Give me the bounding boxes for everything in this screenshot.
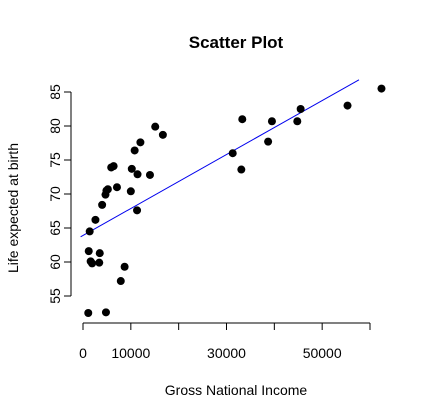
data-point <box>120 262 129 271</box>
data-point <box>237 165 246 174</box>
data-point <box>296 105 305 113</box>
data-point <box>238 115 247 124</box>
data-point <box>377 84 386 93</box>
y-tick-label: 55 <box>47 288 63 304</box>
data-point <box>293 117 302 126</box>
data-point <box>126 187 135 196</box>
y-axis: 55 60 65 70 75 80 85 <box>47 84 72 304</box>
y-tick-label: 85 <box>47 84 63 100</box>
trendline-group <box>80 79 360 238</box>
x-axis-label: Gross National Income <box>165 382 308 398</box>
x-tick-label: 50000 <box>303 345 342 361</box>
data-point <box>116 277 125 286</box>
y-tick-label: 60 <box>47 254 63 270</box>
trendline <box>80 79 360 238</box>
data-point <box>95 249 104 258</box>
data-point <box>84 247 93 256</box>
chart-title: Scatter Plot <box>189 33 284 52</box>
y-tick-label: 70 <box>47 186 63 202</box>
data-point <box>228 149 237 158</box>
data-point <box>98 200 107 209</box>
data-point <box>151 122 160 131</box>
x-tick-label: 10000 <box>111 345 150 361</box>
data-point <box>343 101 352 110</box>
data-point <box>91 215 100 224</box>
data-point <box>127 164 136 173</box>
data-point <box>88 259 97 268</box>
data-point <box>267 117 276 126</box>
data-point <box>136 138 145 147</box>
data-point <box>264 137 273 146</box>
data-point <box>130 146 139 155</box>
data-point <box>112 183 121 192</box>
data-point <box>85 227 94 236</box>
y-tick-label: 75 <box>47 152 63 168</box>
y-axis-label: Life expected at birth <box>5 143 21 273</box>
x-tick-label: 0 <box>79 345 87 361</box>
y-tick-label: 65 <box>47 220 63 236</box>
x-tick-label: 30000 <box>207 345 246 361</box>
data-point <box>95 258 104 267</box>
data-point <box>133 170 142 179</box>
points-group <box>84 84 386 317</box>
y-tick-label: 80 <box>47 118 63 134</box>
data-point <box>158 130 167 139</box>
data-point <box>109 162 118 171</box>
x-axis: 0 10000 30000 50000 <box>79 322 371 361</box>
data-point <box>145 170 154 179</box>
data-point <box>101 308 110 317</box>
data-point <box>84 309 93 317</box>
data-point <box>133 206 142 215</box>
data-point <box>103 185 112 194</box>
